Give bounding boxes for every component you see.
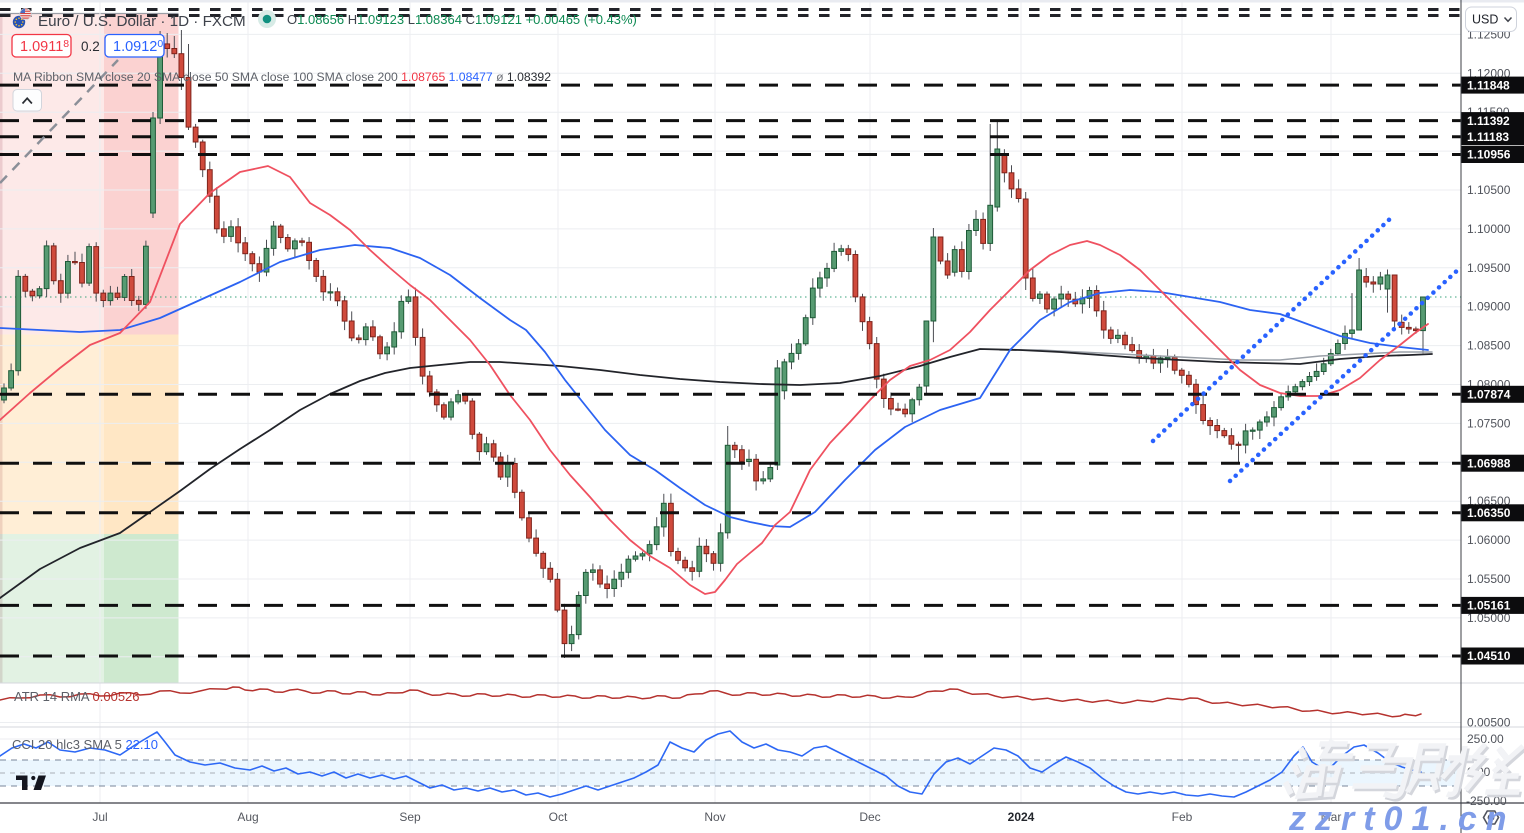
svg-text:1.08500: 1.08500 [1467,339,1511,353]
svg-text:1.10000: 1.10000 [1467,222,1511,236]
svg-text:-250.00: -250.00 [1466,794,1507,808]
svg-text:Mar: Mar [1321,810,1342,824]
svg-text:1.11848: 1.11848 [1467,78,1510,92]
svg-text:CCI 20 hlc3 SMA 5 22.10: CCI 20 hlc3 SMA 5 22.10 [12,737,158,752]
svg-text:O1.08656 H1.09123 L1.08364 C1.: O1.08656 H1.09123 L1.08364 C1.09121 +0.0… [287,12,637,27]
svg-text:250.00: 250.00 [1467,732,1504,746]
svg-text:1.05161: 1.05161 [1467,599,1511,613]
svg-text:1.07500: 1.07500 [1467,416,1511,430]
svg-text:1.06350: 1.06350 [1467,506,1511,520]
svg-text:Aug: Aug [237,810,258,824]
svg-text:USD: USD [1472,13,1498,27]
svg-text:MA Ribbon SMA close 20 SMA clo: MA Ribbon SMA close 20 SMA close 50 SMA … [13,70,551,84]
svg-text:1.09000: 1.09000 [1467,300,1511,314]
svg-text:2024: 2024 [1008,810,1035,824]
svg-text:0.00500: 0.00500 [1467,716,1511,730]
svg-text:zzrt01.cn: zzrt01.cn [1288,800,1516,833]
svg-text:0.2: 0.2 [81,39,100,54]
svg-text:Feb: Feb [1172,810,1193,824]
svg-text:1.09500: 1.09500 [1467,261,1511,275]
svg-text:Dec: Dec [859,810,880,824]
svg-text:Nov: Nov [704,810,725,824]
svg-text:Jul: Jul [92,810,107,824]
svg-text:1.09120: 1.09120 [113,38,163,55]
svg-text:1.05500: 1.05500 [1467,572,1511,586]
svg-text:1.06000: 1.06000 [1467,533,1511,547]
svg-text:1.10500: 1.10500 [1467,183,1511,197]
svg-text:1.05000: 1.05000 [1467,611,1511,625]
svg-text:1.09118: 1.09118 [20,38,69,55]
svg-text:ATR 14 RMA 0.00526: ATR 14 RMA 0.00526 [14,689,140,704]
svg-text:1.04510: 1.04510 [1467,649,1511,663]
svg-text:1.07874: 1.07874 [1467,388,1511,402]
svg-text:1.06988: 1.06988 [1467,456,1511,470]
svg-text:Sep: Sep [399,810,421,824]
svg-text:1.10956: 1.10956 [1467,148,1511,162]
svg-text:1.11392: 1.11392 [1467,114,1510,128]
svg-text:Oct: Oct [549,810,568,824]
svg-text:Euro / U.S. Dollar · 1D · FXCM: Euro / U.S. Dollar · 1D · FXCM [38,13,246,30]
svg-text:1.11183: 1.11183 [1467,130,1509,144]
